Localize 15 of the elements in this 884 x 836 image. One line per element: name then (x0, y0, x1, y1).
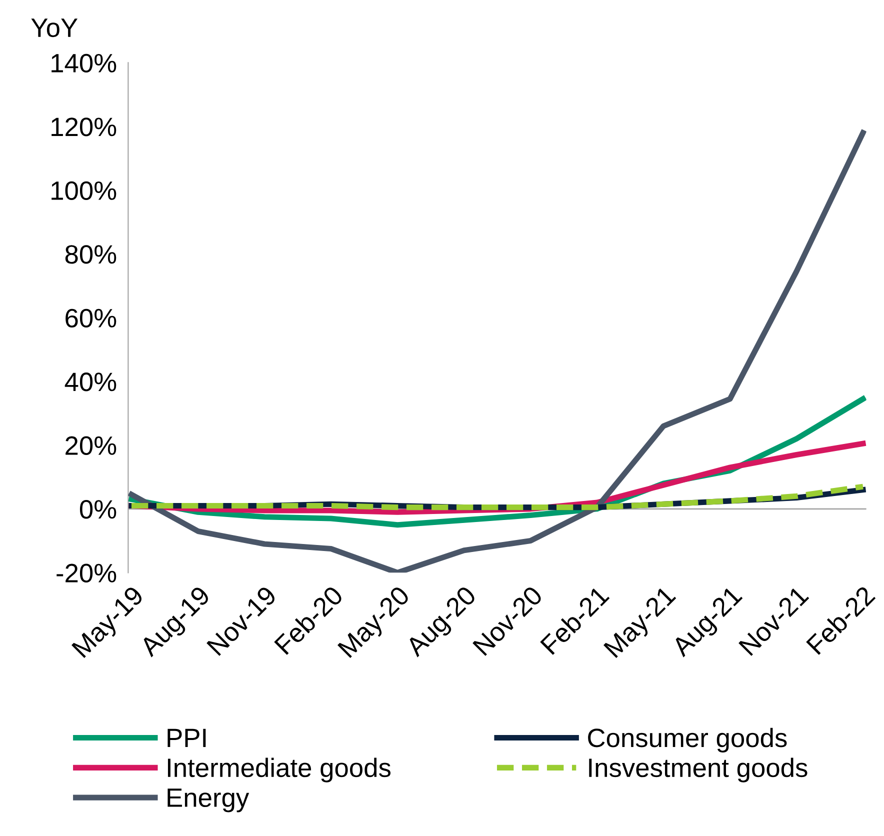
y-tick-label: 0% (80, 500, 116, 519)
y-tick-label: 60% (66, 308, 116, 328)
legend-label: Intermediate goods (168, 758, 390, 782)
y-tick-label: -20% (56, 564, 116, 582)
y-tick-label: 20% (66, 436, 116, 455)
y-tick-label: 100% (52, 181, 116, 200)
legend-label: Energy (168, 788, 250, 812)
y-tick-label: 120% (52, 118, 116, 136)
y-tick-label: 40% (64, 372, 116, 392)
legend-label: PPI (168, 728, 206, 748)
legend-label: Consumer goods (588, 728, 787, 752)
y-tick-label: 140% (52, 54, 116, 73)
y-axis-title: YoY (31, 18, 78, 38)
legend-label: Insvestment goods (589, 758, 808, 782)
y-tick-label: 80% (65, 245, 116, 264)
